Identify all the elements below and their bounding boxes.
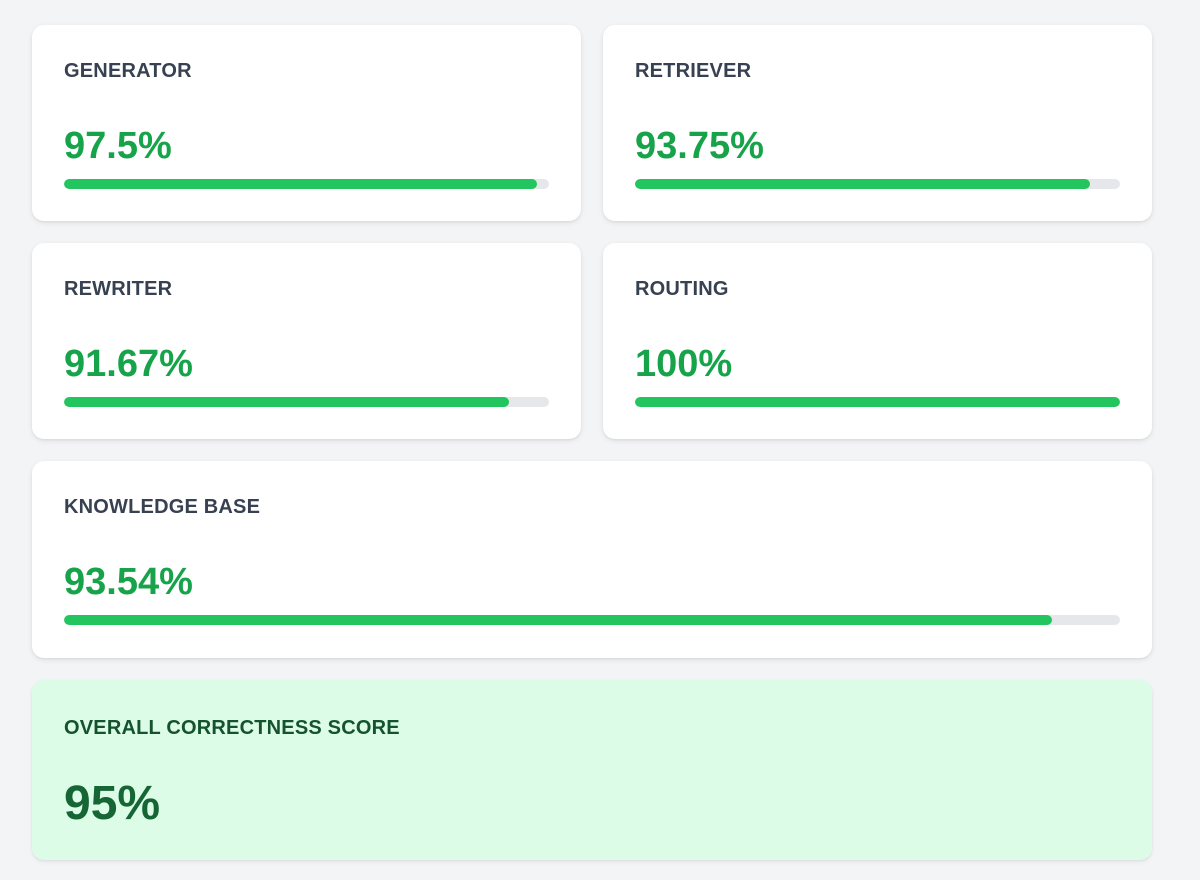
overall-score-value: 95% xyxy=(64,777,161,830)
metric-card-routing: ROUTING 100% xyxy=(603,243,1152,439)
progress-bar-track xyxy=(64,179,549,189)
progress-bar-track xyxy=(635,397,1120,407)
metric-card-retriever: RETRIEVER 93.75% xyxy=(603,25,1152,221)
progress-bar-fill xyxy=(64,179,537,189)
progress-bar-fill xyxy=(635,179,1090,189)
metric-label: GENERATOR xyxy=(64,60,192,82)
metric-label: REWRITER xyxy=(64,278,173,300)
progress-bar-track xyxy=(635,179,1120,189)
progress-bar-track xyxy=(64,397,549,407)
metric-value: 93.75% xyxy=(635,125,764,167)
progress-bar-fill xyxy=(64,397,509,407)
overall-score-card: OVERALL CORRECTNESS SCORE 95% xyxy=(32,680,1152,860)
metric-value: 97.5% xyxy=(64,125,172,167)
metric-value: 91.67% xyxy=(64,343,193,385)
metric-value: 93.54% xyxy=(64,561,193,603)
metric-value: 100% xyxy=(635,343,733,385)
overall-score-label: OVERALL CORRECTNESS SCORE xyxy=(64,717,400,739)
metric-label: ROUTING xyxy=(635,278,729,300)
metric-card-knowledge-base: KNOWLEDGE BASE 93.54% xyxy=(32,461,1152,658)
progress-bar-fill xyxy=(635,397,1120,407)
metric-label: RETRIEVER xyxy=(635,60,752,82)
metric-card-rewriter: REWRITER 91.67% xyxy=(32,243,581,439)
progress-bar-track xyxy=(64,615,1120,625)
metric-card-generator: GENERATOR 97.5% xyxy=(32,25,581,221)
progress-bar-fill xyxy=(64,615,1052,625)
metric-label: KNOWLEDGE BASE xyxy=(64,496,261,518)
